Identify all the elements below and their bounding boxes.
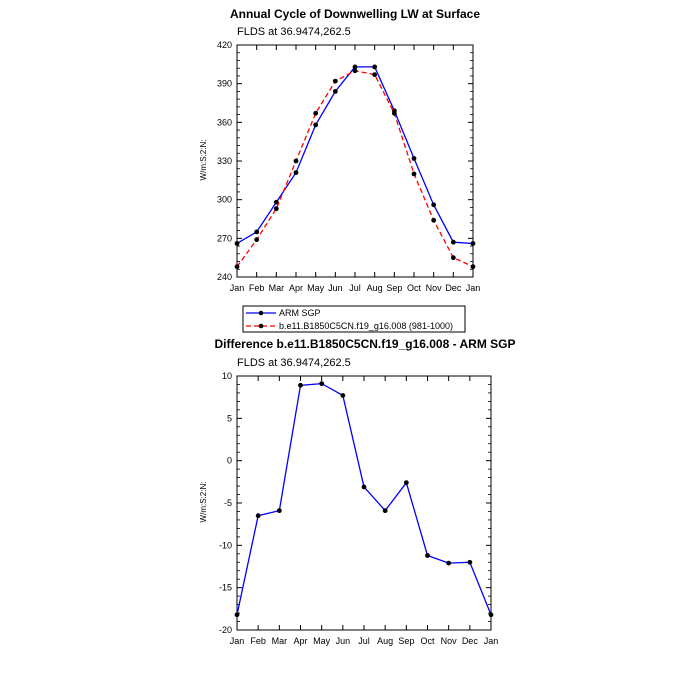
y-tick-label: 330 — [217, 156, 232, 166]
series-1-point — [254, 237, 260, 243]
x-tick-label: Dec — [445, 283, 462, 293]
y-tick-label: 0 — [227, 456, 232, 466]
x-tick-label: Apr — [289, 283, 303, 293]
axes: Jan Feb Mar Apr May Jun Jul Aug Sep Oct Nov Dec Jan2… — [217, 40, 480, 293]
axes: Jan Feb Mar Apr May Jun Jul Aug Sep Oct Nov Dec Jan-… — [219, 371, 498, 646]
series-1-point — [313, 110, 319, 116]
series-0-point — [382, 508, 388, 514]
x-tick-label: Jun — [328, 283, 343, 293]
y-tick-label: 420 — [217, 40, 232, 50]
series-0-point — [276, 508, 282, 514]
series-0-point — [254, 229, 260, 235]
series-marks — [234, 381, 494, 618]
series-0-point — [255, 513, 261, 519]
x-tick-label: Aug — [367, 283, 383, 293]
series-1-point — [391, 110, 397, 116]
series-0-point — [293, 170, 299, 176]
y-tick-label: 270 — [217, 233, 232, 243]
x-tick-label: Jul — [349, 283, 361, 293]
series-0-point — [361, 484, 367, 490]
y-tick-label: 300 — [217, 195, 232, 205]
series-1-point — [273, 206, 279, 212]
series-0-point — [425, 553, 430, 558]
x-tick-label: Aug — [377, 636, 393, 646]
series-0-point — [488, 612, 494, 618]
x-tick-label: Oct — [407, 283, 422, 293]
x-tick-label: Feb — [249, 283, 265, 293]
series-0-point — [298, 382, 303, 388]
x-tick-label: Jul — [358, 636, 370, 646]
series-1-point — [431, 217, 437, 223]
series-1-point — [470, 264, 476, 270]
series-1-point — [332, 78, 338, 84]
x-tick-label: Mar — [272, 636, 288, 646]
y-tick-label: -10 — [219, 540, 232, 550]
y-tick-label: 10 — [222, 371, 232, 381]
series-0-point — [234, 241, 240, 246]
x-tick-label: Sep — [386, 283, 402, 293]
series-0-point — [450, 239, 456, 245]
legend-box — [242, 305, 466, 333]
x-tick-label: Apr — [293, 636, 307, 646]
y-tick-label: 390 — [217, 79, 232, 89]
x-tick-label: May — [307, 283, 325, 293]
x-tick-label: Jan — [230, 283, 245, 293]
chart-panel-annual-cycle: Annual Cycle of Downwelling LW at Surfac… — [199, 7, 480, 293]
y-axis-label: W/m:S:2:N: — [199, 140, 208, 181]
series-0-point — [352, 64, 358, 70]
y-axis-label: W/m:S:2:N: — [199, 482, 208, 523]
y-tick-label: 240 — [217, 272, 232, 282]
x-tick-label: Jan — [466, 283, 481, 293]
x-tick-label: Nov — [441, 636, 458, 646]
x-tick-label: May — [313, 636, 331, 646]
series-0-point — [313, 122, 319, 128]
series-0-point — [273, 199, 279, 205]
x-tick-label: Jun — [336, 636, 351, 646]
legend: ARM SGP b.e11.B1850C5CN.f19_g16.008 (981… — [242, 305, 466, 333]
series-0-point — [403, 480, 409, 486]
y-tick-label: -5 — [224, 498, 232, 508]
series-1-point — [234, 264, 240, 270]
chart-title: Difference b.e11.B1850C5CN.f19_g16.008 -… — [214, 337, 515, 351]
x-tick-label: Feb — [250, 636, 266, 646]
y-tick-label: 360 — [217, 117, 232, 127]
chart-title: Annual Cycle of Downwelling LW at Surfac… — [230, 7, 480, 21]
series-1-point — [352, 68, 358, 74]
series-1-point — [293, 158, 299, 164]
series-marks — [234, 64, 476, 270]
series-0-point — [446, 560, 452, 566]
y-tick-label: -15 — [219, 583, 232, 593]
x-tick-label: Oct — [420, 636, 435, 646]
x-tick-label: Jan — [484, 636, 499, 646]
series-0-point — [467, 559, 473, 565]
chart-subtitle: FLDS at 36.9474,262.5 — [237, 26, 351, 38]
x-tick-label: Sep — [398, 636, 414, 646]
series-0-point — [411, 156, 417, 161]
series-0-point — [319, 381, 325, 387]
series-0-point — [340, 393, 346, 398]
series-0-point — [234, 612, 240, 618]
y-tick-label: -20 — [219, 625, 232, 635]
series-0-point — [431, 202, 437, 208]
legend-marker-model — [258, 323, 264, 329]
legend-label-arm-sgp: ARM SGP — [279, 308, 321, 318]
series-0-point — [332, 89, 338, 94]
x-tick-label: Dec — [462, 636, 479, 646]
y-tick-label: 5 — [227, 413, 232, 423]
x-tick-label: Nov — [426, 283, 443, 293]
chart-panel-difference: Difference b.e11.B1850C5CN.f19_g16.008 -… — [199, 337, 516, 646]
series-1-point — [411, 171, 417, 177]
series-1-point — [372, 72, 378, 78]
series-0-point — [372, 64, 378, 70]
x-tick-label: Jan — [230, 636, 245, 646]
legend-marker-arm-sgp — [258, 310, 264, 316]
legend-label-model: b.e11.B1850C5CN.f19_g16.008 (981-1000) — [279, 321, 453, 331]
chart-subtitle: FLDS at 36.9474,262.5 — [237, 357, 351, 369]
series-1-point — [450, 255, 456, 261]
x-tick-label: Mar — [269, 283, 285, 293]
series-0-point — [470, 241, 476, 246]
